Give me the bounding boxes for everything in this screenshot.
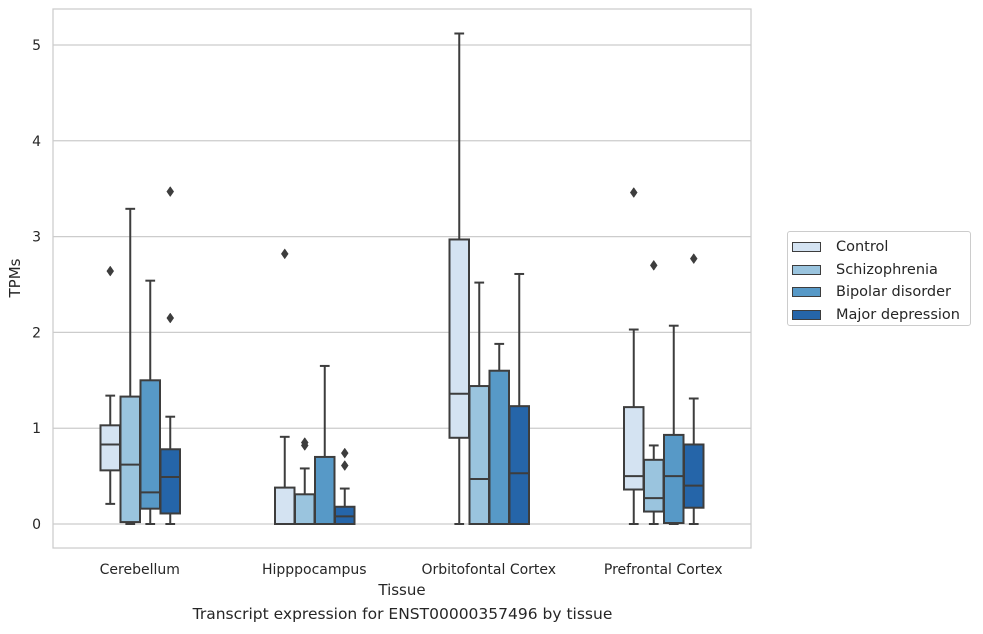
box <box>119 207 141 525</box>
box-body <box>468 385 490 525</box>
y-tick-label: 4 <box>32 134 41 150</box>
box <box>468 281 490 525</box>
box <box>663 324 685 525</box>
legend-item: Major depression <box>792 304 970 327</box>
outlier-point <box>166 312 175 324</box>
legend-label: Major depression <box>836 306 960 323</box>
legend-label: Bipolar disorder <box>836 284 951 301</box>
box <box>314 364 336 525</box>
outlier-point <box>649 259 658 271</box>
x-tick-label: Cerebellum <box>100 562 180 578</box>
box-body <box>448 238 470 439</box>
y-tick-label: 5 <box>32 38 41 54</box>
box <box>643 259 665 525</box>
outlier-point <box>300 437 309 449</box>
box-body <box>139 379 161 510</box>
box-body <box>314 455 336 525</box>
outlier-point <box>340 460 349 471</box>
legend-swatch <box>792 309 821 320</box>
box <box>99 265 121 505</box>
box <box>294 437 316 526</box>
legend-swatch <box>792 287 821 298</box>
outlier-point <box>280 248 289 260</box>
box-body <box>488 369 510 525</box>
box-body <box>683 443 705 509</box>
box <box>683 253 705 525</box>
x-tick-label: Orbitofontal Cortex <box>421 562 556 578</box>
box-body <box>99 424 121 472</box>
y-axis-title: TPMs <box>6 258 24 298</box>
box-body <box>663 433 685 525</box>
y-tick-label: 0 <box>32 517 41 533</box>
legend-item: Bipolar disorder <box>792 281 970 304</box>
box-body <box>294 493 316 526</box>
y-tick-label: 1 <box>32 421 41 437</box>
outlier-point <box>106 265 115 277</box>
legend-label: Schizophrenia <box>836 261 938 278</box>
x-axis-title: Tissue <box>377 581 425 599</box>
box-plot-marks <box>99 32 705 526</box>
outlier-point <box>629 187 638 198</box>
box <box>334 447 356 526</box>
x-tick-label: Hipppocampus <box>262 562 367 578</box>
box-body <box>643 458 665 513</box>
box-body <box>119 395 141 524</box>
box-body <box>274 486 296 526</box>
y-tick-label: 2 <box>32 325 41 341</box>
legend: Control Schizophrenia Bipolar disorder Majo… <box>787 231 971 326</box>
legend-item: Schizophrenia <box>792 259 970 282</box>
box <box>623 187 645 525</box>
box <box>274 248 296 526</box>
outlier-point <box>689 253 698 265</box>
legend-item: Control <box>792 236 970 259</box>
box <box>488 342 510 525</box>
box-body <box>508 405 530 525</box>
y-tick-label: 3 <box>32 230 41 246</box>
plot-area-frame <box>52 8 752 549</box>
box <box>159 186 181 525</box>
x-tick-labels: Cerebellum Hipppocampus Orbitofontal Corte… <box>100 562 723 578</box>
x-tick-label: Prefrontal Cortex <box>604 562 723 578</box>
outlier-point <box>340 447 349 459</box>
outlier-point <box>166 186 175 198</box>
legend-swatch <box>792 264 821 275</box>
chart-caption: Transcript expression for ENST0000035749… <box>192 605 613 623</box>
box-body <box>159 448 181 515</box>
box <box>508 272 530 525</box>
box-body <box>623 406 645 491</box>
legend-swatch <box>792 242 821 253</box>
legend-label: Control <box>836 239 889 256</box>
y-tick-labels: 0 1 2 3 4 5 <box>32 38 41 533</box>
box <box>139 279 161 525</box>
box <box>448 32 470 525</box>
